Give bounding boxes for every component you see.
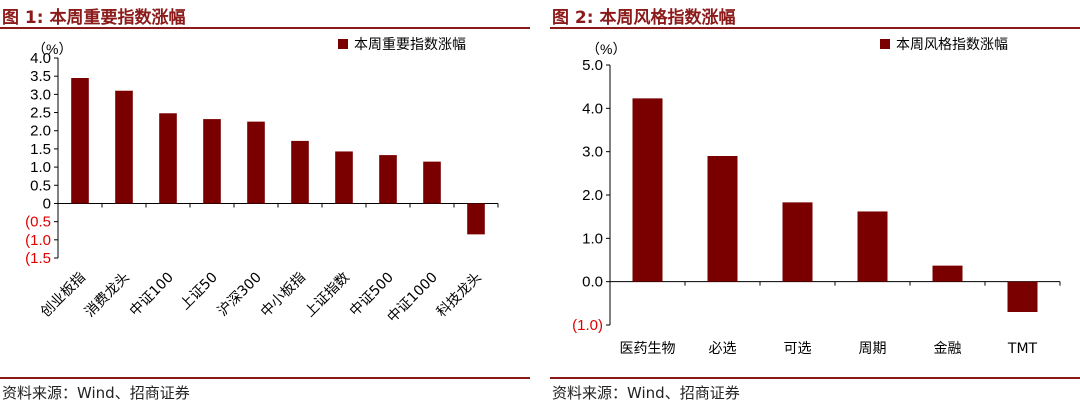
legend-swatch — [338, 39, 348, 49]
bar-3 — [782, 202, 813, 282]
bar-6 — [291, 140, 309, 204]
bar-2 — [115, 90, 133, 204]
bar-5 — [247, 121, 265, 204]
y-tick-label: (0.5 — [25, 214, 51, 231]
bar-4 — [203, 119, 221, 204]
category-label: 医药生物 — [620, 341, 676, 357]
category-label: 中小板指 — [258, 270, 309, 321]
bar-4 — [857, 211, 888, 282]
y-tick-label: 4.0 — [582, 100, 603, 117]
bar-6 — [1007, 281, 1038, 312]
figure-2-chart: （%）5.0 4.0 3.0 2.0 1.0 0.0 (1.0) 医药生物 必选 可选 周期 金融 TM… — [572, 37, 1061, 357]
y-tick-label: 3.5 — [30, 68, 51, 85]
figure-2-panel: 图 2: 本周风格指数涨幅 （%） 5.0 4.0 3.0 2.0 1.0 0.0 (1.0)… — [550, 0, 1080, 404]
figure-2-source: 资料来源：Wind、招商证券 — [552, 384, 740, 402]
category-label: 中证100 — [127, 270, 177, 320]
category-label: 上证指数 — [302, 270, 353, 321]
y-tick-label: 1.5 — [30, 141, 51, 158]
y-tick-label: 0.0 — [582, 274, 603, 291]
figure-1-title: 图 1: 本周重要指数涨幅 — [2, 8, 186, 28]
legend-swatch — [880, 39, 890, 49]
category-label: 沪深300 — [215, 270, 265, 320]
y-tick-label: 1.0 — [582, 230, 603, 247]
bar-7 — [335, 151, 353, 204]
y-tick-label: 3.0 — [582, 144, 603, 161]
bar-9 — [423, 161, 441, 204]
bar-3 — [159, 113, 177, 204]
figure-1-source: 资料来源：Wind、招商证券 — [2, 384, 190, 402]
y-tick-label: 0 — [43, 195, 51, 212]
category-label: 周期 — [859, 341, 887, 357]
y-tick-label: 2.0 — [582, 187, 603, 204]
category-label: 科技龙头 — [434, 270, 485, 321]
category-label: 可选 — [784, 341, 812, 357]
bar-5 — [932, 265, 963, 282]
legend-label: 本周重要指数涨幅 — [354, 37, 466, 53]
category-label: 创业板指 — [38, 270, 89, 321]
figure-1-top-rule — [0, 27, 530, 29]
y-tick-label: 1.0 — [30, 159, 51, 176]
y-tick-label: 4.0 — [30, 50, 51, 67]
y-tick-label: (1.5 — [25, 250, 51, 267]
figure-2-top-rule — [550, 27, 1080, 29]
y-tick-label: 2.0 — [30, 123, 51, 140]
category-label: TMT — [1007, 341, 1038, 357]
y-tick-label: 0.5 — [30, 177, 51, 194]
bar-10 — [467, 203, 485, 235]
category-label: 消费龙头 — [82, 270, 133, 321]
figure-2-bottom-rule — [550, 377, 1080, 379]
figure-2-title: 图 2: 本周风格指数涨幅 — [552, 8, 736, 28]
figure-1-chart: （%）4.03.53.0 2.52.01.51.00.50 (0.5(1.0(1.5… — [25, 37, 499, 326]
category-label: 金融 — [934, 341, 962, 357]
legend-label: 本周风格指数涨幅 — [896, 37, 1008, 53]
y-tick-label: 3.0 — [30, 86, 51, 103]
bar-1 — [71, 78, 89, 204]
y-tick-label: 5.0 — [582, 57, 603, 74]
figure-1-bottom-rule — [0, 377, 530, 379]
category-label: 上证50 — [177, 270, 221, 314]
y-tick-label: (1.0) — [572, 317, 603, 334]
y-tick-label: (1.0 — [25, 232, 51, 249]
figure-1-panel: 图 1: 本周重要指数涨幅 （%） 4.0 3.5 3.0 2.5 2.0 1.5 1.0 0.… — [0, 0, 530, 404]
bar-8 — [379, 155, 397, 204]
y-axis-unit-label: （%） — [32, 41, 72, 57]
y-tick-label: 2.5 — [30, 105, 51, 122]
y-axis-unit-label: （%） — [586, 41, 626, 57]
category-label: 必选 — [709, 341, 737, 357]
bar-1 — [632, 98, 663, 282]
bar-2 — [707, 156, 738, 282]
